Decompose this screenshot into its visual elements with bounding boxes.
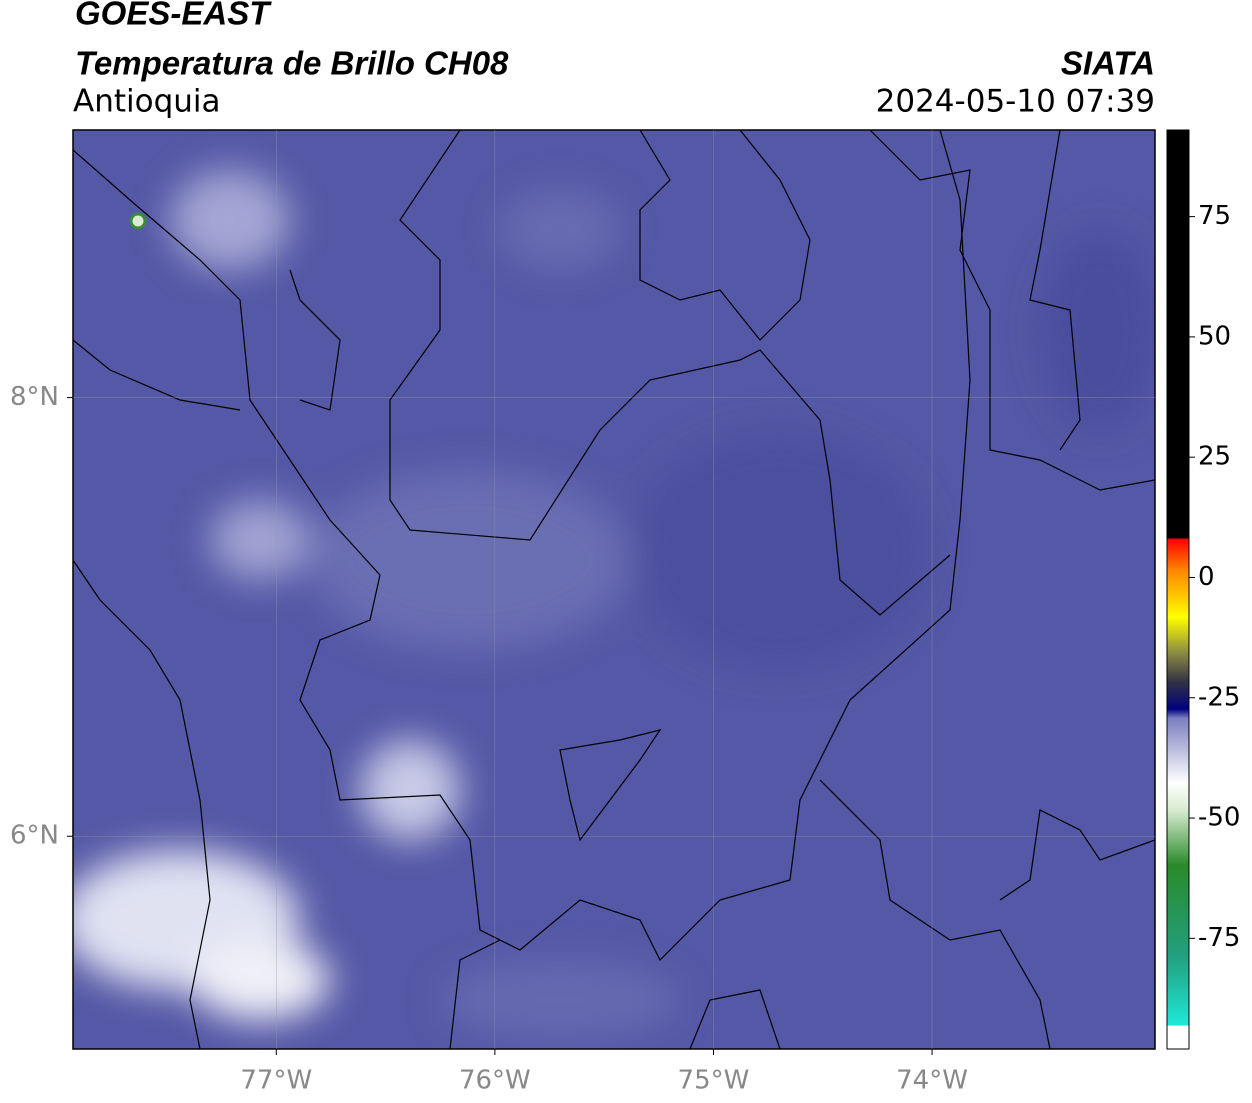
source: SIATA [1061, 45, 1155, 82]
x-tick-label: 74°W [896, 1066, 968, 1096]
x-tick-label: 75°W [678, 1066, 750, 1096]
colorbar-tick-label: -50 [1198, 803, 1240, 833]
colorbar-tick-label: -75 [1198, 923, 1240, 953]
colorbar [1166, 129, 1190, 1050]
cloud-field [73, 170, 1155, 1040]
colorbar-tick-label: 25 [1198, 442, 1231, 472]
colorbar-tick-label: 0 [1198, 562, 1215, 592]
cold-spot [129, 212, 147, 230]
subtitle: Temperatura de Brillo CH08 [75, 45, 509, 82]
colorbar-tick-label: -25 [1198, 682, 1240, 712]
colorbar-tick-label: 50 [1198, 321, 1231, 351]
title: GOES-EAST [75, 0, 272, 32]
datetime: 2024-05-10 07:39 [876, 84, 1155, 120]
map-frame [72, 129, 1156, 1050]
borders [73, 130, 1155, 1049]
y-tick-label: 6°N [10, 821, 59, 851]
region: Antioquia [73, 84, 221, 120]
x-tick-label: 76°W [459, 1066, 531, 1096]
y-tick-label: 8°N [10, 382, 59, 412]
map-area [73, 130, 1155, 1049]
colorbar-tick-label: 75 [1198, 201, 1231, 231]
x-tick-label: 77°W [240, 1066, 312, 1096]
